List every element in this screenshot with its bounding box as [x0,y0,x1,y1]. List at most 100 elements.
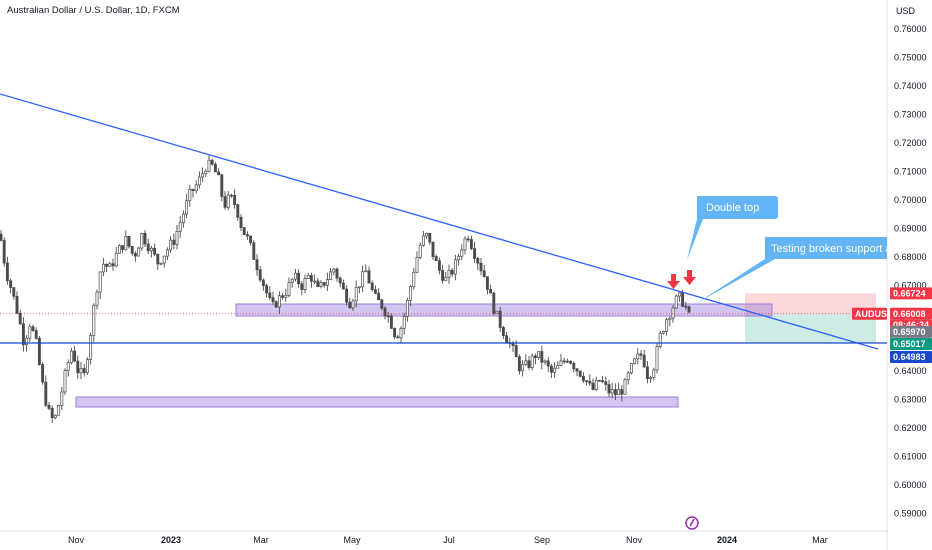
candle-down [130,246,134,254]
tag-take-profit-label: 0.65017 [893,339,926,349]
candle-up [169,239,173,251]
candle-down [34,330,38,339]
candle-down [370,282,374,290]
candle-down [73,350,77,362]
candle-down [489,288,493,294]
candle-down [127,236,131,247]
candle-up [137,247,141,257]
candle-up [610,389,614,394]
candle-up [444,276,448,281]
candle-up [98,271,102,293]
descending-trendline [0,93,879,350]
candle-up [325,279,329,286]
currency-label[interactable]: USD [896,6,916,16]
lines-layer [0,93,887,350]
candle-down [575,368,579,372]
candle-down [0,233,3,241]
candle-down [485,276,489,290]
candle-down [143,233,147,245]
candle-up [399,327,403,339]
candle-down [281,295,285,298]
candle-up [405,300,409,317]
candle-up [636,353,640,360]
testing-support-callout[interactable]: Testing broken support as resistance [697,237,932,303]
price-axis[interactable] [887,0,932,550]
candle-up [626,372,630,381]
double-top-callout[interactable]: Double top [687,196,778,260]
candle-down [607,384,611,394]
candle-up [357,286,361,289]
candle-up [671,307,675,319]
candle-down [258,269,262,281]
candle-down [213,163,217,173]
candle-down [386,315,390,318]
candle-down [565,360,569,363]
tag-entry-bg [890,325,932,338]
candle-down [47,404,51,409]
candle-down [581,375,585,382]
candle-up [313,280,317,283]
candle-down [242,227,246,235]
double-top-arrow-1 [667,274,680,289]
tag-current-price-label: 0.66008 [893,309,926,319]
candle-up [652,369,656,378]
candle-down [431,241,435,257]
candle-up [287,282,291,296]
candle-up [556,365,560,369]
candle-down [517,356,521,372]
candle-up [178,222,182,232]
candle-up [329,271,333,280]
candle-down [562,360,566,363]
candle-down [505,335,509,343]
candle-down [396,336,400,339]
double-top-arrow-2 [683,270,696,285]
candle-up [418,244,422,258]
candle-down [473,248,477,259]
candle-down [373,289,377,294]
candle-up [524,360,528,365]
tag-support-line-bg [890,350,932,363]
candle-up [674,295,678,309]
candle-up [537,351,541,358]
candle-down [546,360,550,367]
chart-title: Australian Dollar / U.S. Dollar, 1D, FXC… [7,5,180,16]
candle-up [25,337,29,346]
candle-up [114,252,118,267]
y-tick-label: 0.62000 [894,423,927,433]
x-axis-ticks: Nov 2023 Mar May Jul Sep Nov 2024 Mar [68,535,828,545]
candle-down [620,389,624,395]
candle-down [498,310,502,328]
candle-down [223,196,227,208]
candle-up [364,270,368,273]
tag-stop-loss-bg [890,287,932,300]
candle-up [204,170,208,175]
y-tick-label: 0.75000 [894,53,927,63]
candle-up [354,287,358,302]
candle-down [15,295,19,314]
candles-layer [0,155,691,424]
candle-up [140,233,144,249]
candle-down [338,277,342,284]
y-tick-label: 0.63000 [894,395,927,405]
x-tick-label: Jul [443,535,455,545]
candle-up [623,379,627,395]
candle-down [569,361,573,364]
x-tick-label: 2024 [717,535,737,545]
candle-down [341,282,345,290]
y-tick-label: 0.73000 [894,110,927,120]
candle-down [466,238,470,241]
candle-up [159,262,163,265]
candle-up [559,360,563,366]
candle-up [425,232,429,237]
candle-up [495,310,499,314]
candle-down [300,283,304,290]
candle-down [383,307,387,317]
tag-countdown-label: 08:46:34 [893,320,929,330]
candle-up [332,268,336,273]
candle-up [361,271,365,288]
candle-up [617,389,621,396]
tag-stop-loss-label: 0.66724 [893,288,926,298]
candle-up [409,286,413,301]
candle-up [319,282,323,287]
